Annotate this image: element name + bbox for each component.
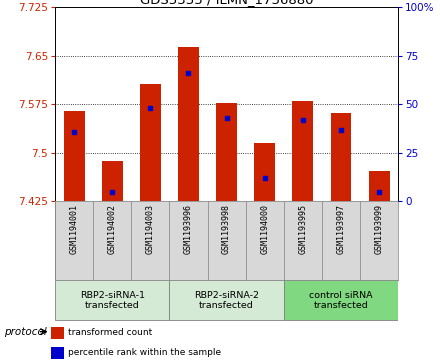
FancyBboxPatch shape [169, 280, 284, 321]
Bar [216, 103, 237, 201]
Text: GSM1193996: GSM1193996 [184, 204, 193, 254]
Bar [64, 111, 84, 201]
Text: GSM1193995: GSM1193995 [298, 204, 308, 254]
Text: protocol: protocol [4, 327, 47, 337]
Text: GSM1194001: GSM1194001 [70, 204, 79, 254]
Bar [51, 327, 64, 339]
Text: RBP2-siRNA-2
transfected: RBP2-siRNA-2 transfected [194, 291, 259, 310]
Bar [102, 161, 123, 201]
Bar [292, 101, 313, 201]
FancyBboxPatch shape [284, 280, 398, 321]
Bar [178, 47, 199, 201]
Bar [140, 83, 161, 201]
Text: GSM1194003: GSM1194003 [146, 204, 155, 254]
Text: GSM1194000: GSM1194000 [260, 204, 269, 254]
Text: GSM1193999: GSM1193999 [374, 204, 384, 254]
FancyBboxPatch shape [55, 280, 169, 321]
Text: GSM1193997: GSM1193997 [337, 204, 345, 254]
Bar [51, 347, 64, 359]
Text: control siRNA
transfected: control siRNA transfected [309, 291, 373, 310]
Bar [369, 171, 390, 201]
Bar [330, 113, 352, 201]
Text: GSM1193998: GSM1193998 [222, 204, 231, 254]
Text: GSM1194002: GSM1194002 [108, 204, 117, 254]
Bar [254, 143, 275, 201]
Text: transformed count: transformed count [68, 329, 152, 338]
Text: RBP2-siRNA-1
transfected: RBP2-siRNA-1 transfected [80, 291, 145, 310]
Text: percentile rank within the sample: percentile rank within the sample [68, 348, 221, 358]
Title: GDS5355 / ILMN_1756880: GDS5355 / ILMN_1756880 [140, 0, 313, 6]
